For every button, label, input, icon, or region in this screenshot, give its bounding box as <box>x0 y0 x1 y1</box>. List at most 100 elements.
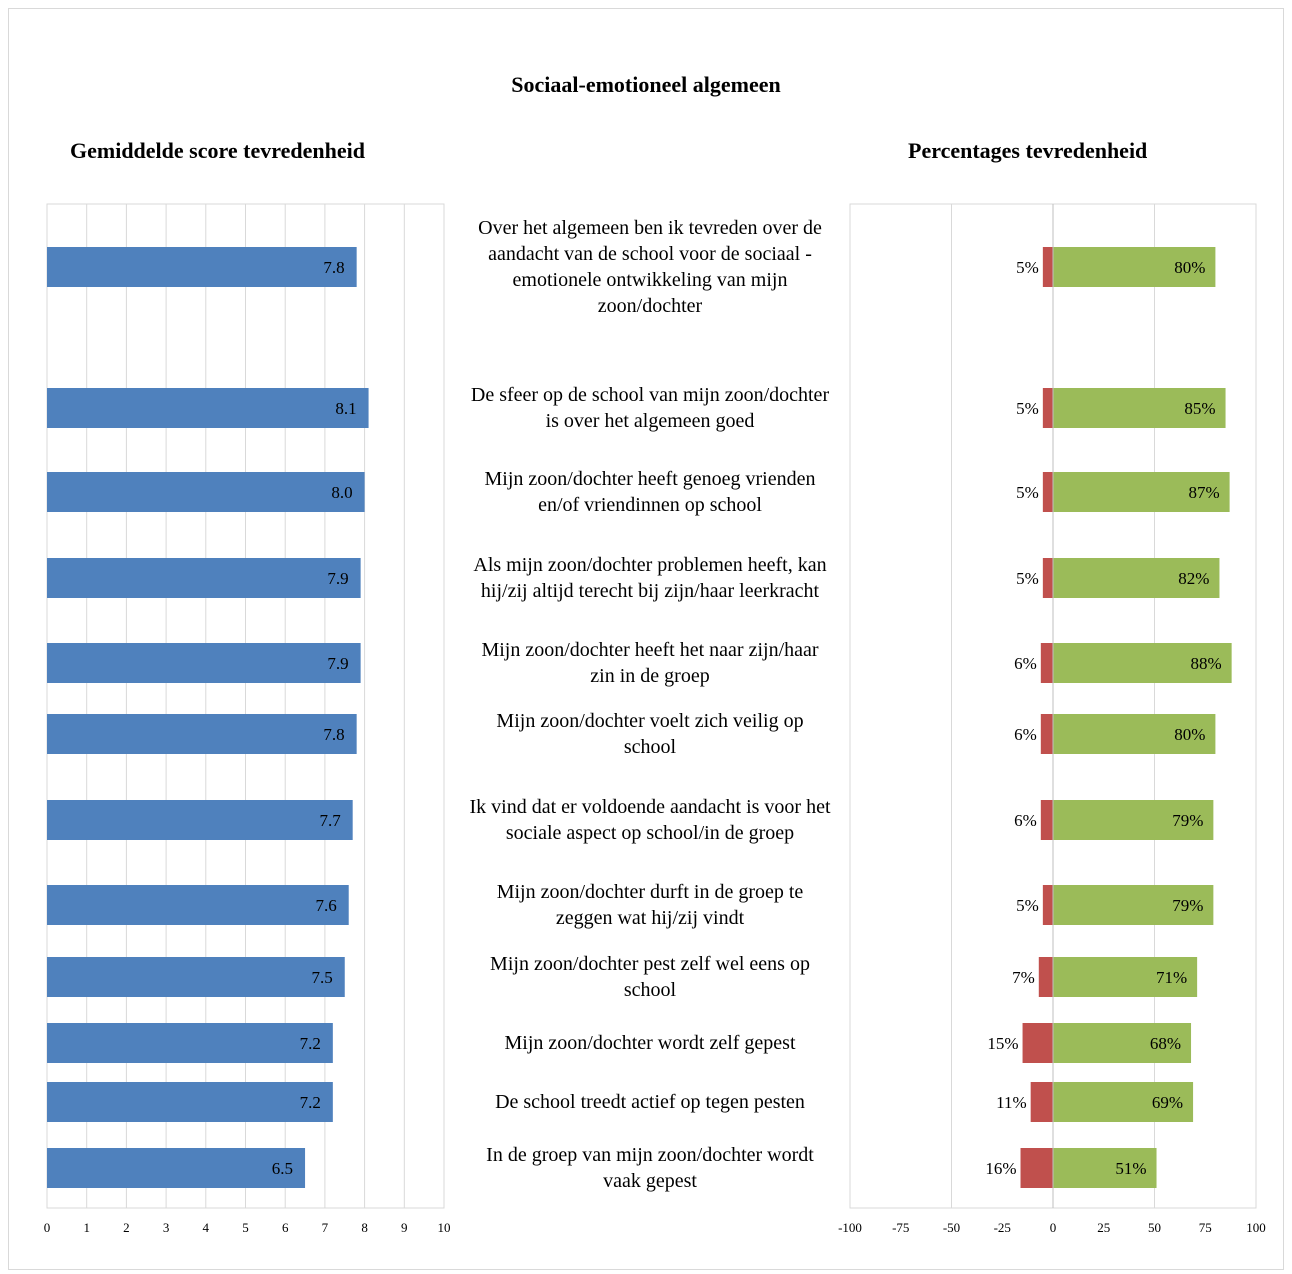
score-bar <box>47 714 357 754</box>
score-data-label: 7.8 <box>323 725 344 744</box>
negative-bar <box>1022 1023 1053 1063</box>
score-bar <box>47 643 361 683</box>
positive-data-label: 79% <box>1172 811 1203 830</box>
question-label: Ik vind dat er voldoende aandacht is voo… <box>469 796 831 844</box>
score-bar <box>47 1148 306 1188</box>
score-bar <box>47 388 369 428</box>
score-bar <box>47 558 361 598</box>
negative-data-label: 5% <box>1016 399 1039 418</box>
negative-data-label: 6% <box>1014 654 1037 673</box>
positive-data-label: 69% <box>1152 1093 1183 1112</box>
question-label: In de groep van mijn zoon/dochter wordt … <box>486 1144 814 1192</box>
score-bar <box>47 1023 333 1063</box>
positive-data-label: 85% <box>1184 399 1215 418</box>
x-tick-label: -75 <box>892 1220 909 1235</box>
score-bar <box>47 247 357 287</box>
negative-data-label: 5% <box>1016 896 1039 915</box>
x-tick-label: 4 <box>203 1220 210 1235</box>
x-tick-label: 1 <box>83 1220 90 1235</box>
positive-bar <box>1053 643 1232 683</box>
positive-bar <box>1053 957 1198 997</box>
score-data-label: 7.2 <box>300 1093 321 1112</box>
negative-bar <box>1038 957 1053 997</box>
question-label: Als mijn zoon/dochter problemen heeft, k… <box>473 554 827 602</box>
x-tick-label: 2 <box>123 1220 130 1235</box>
x-tick-label: 8 <box>361 1220 368 1235</box>
score-data-label: 7.6 <box>315 896 336 915</box>
positive-data-label: 87% <box>1188 483 1219 502</box>
score-data-label: 7.7 <box>319 811 341 830</box>
positive-data-label: 51% <box>1115 1159 1146 1178</box>
question-label: Mijn zoon/dochter heeft het naar zijn/ha… <box>481 639 819 687</box>
question-label: Mijn zoon/dochter heeft genoeg vrienden … <box>484 468 816 516</box>
negative-data-label: 11% <box>996 1093 1027 1112</box>
negative-data-label: 16% <box>985 1159 1016 1178</box>
positive-bar <box>1053 885 1214 925</box>
negative-data-label: 15% <box>987 1034 1018 1053</box>
x-tick-label: 3 <box>163 1220 170 1235</box>
positive-bar <box>1053 247 1216 287</box>
negative-data-label: 6% <box>1014 811 1037 830</box>
x-tick-label: -100 <box>838 1220 862 1235</box>
positive-data-label: 80% <box>1174 725 1205 744</box>
score-bar <box>47 800 353 840</box>
negative-bar <box>1042 472 1053 512</box>
score-bar <box>47 1082 333 1122</box>
positive-bar <box>1053 472 1230 512</box>
positive-bar <box>1053 1023 1192 1063</box>
x-tick-label: 0 <box>1050 1220 1057 1235</box>
score-data-label: 7.9 <box>327 569 348 588</box>
x-tick-label: 10 <box>438 1220 451 1235</box>
positive-bar <box>1053 558 1220 598</box>
question-label: Mijn zoon/dochter wordt zelf gepest <box>504 1032 796 1054</box>
negative-bar <box>1042 388 1053 428</box>
x-tick-label: 9 <box>401 1220 408 1235</box>
positive-bar <box>1053 1148 1157 1188</box>
score-data-label: 8.0 <box>331 483 352 502</box>
negative-data-label: 5% <box>1016 483 1039 502</box>
positive-data-label: 88% <box>1190 654 1221 673</box>
positive-bar <box>1053 714 1216 754</box>
x-tick-label: 5 <box>242 1220 249 1235</box>
negative-bar <box>1040 714 1053 754</box>
negative-data-label: 5% <box>1016 258 1039 277</box>
x-tick-label: 0 <box>44 1220 51 1235</box>
negative-bar <box>1042 885 1053 925</box>
negative-data-label: 6% <box>1014 725 1037 744</box>
x-tick-label: -25 <box>994 1220 1011 1235</box>
score-data-label: 8.1 <box>335 399 356 418</box>
positive-bar <box>1053 388 1226 428</box>
x-tick-label: 75 <box>1199 1220 1212 1235</box>
positive-data-label: 68% <box>1150 1034 1181 1053</box>
question-label: Mijn zoon/dochter durft in de groep te z… <box>496 881 804 929</box>
score-data-label: 7.2 <box>300 1034 321 1053</box>
right-chart-title: Percentages tevredenheid <box>908 138 1148 163</box>
positive-bar <box>1053 1082 1194 1122</box>
score-bar <box>47 885 349 925</box>
positive-bar <box>1053 800 1214 840</box>
score-bar <box>47 957 345 997</box>
left-chart-title: Gemiddelde score tevredenheid <box>70 138 365 163</box>
score-data-label: 7.5 <box>312 968 333 987</box>
positive-data-label: 71% <box>1156 968 1187 987</box>
positive-data-label: 80% <box>1174 258 1205 277</box>
question-label: De school treedt actief op tegen pesten <box>495 1091 805 1113</box>
positive-data-label: 79% <box>1172 896 1203 915</box>
negative-data-label: 7% <box>1012 968 1035 987</box>
negative-bar <box>1040 643 1053 683</box>
question-label: Mijn zoon/dochter voelt zich veilig op s… <box>496 710 804 758</box>
x-tick-label: 100 <box>1246 1220 1266 1235</box>
negative-bar <box>1042 558 1053 598</box>
x-tick-label: -50 <box>943 1220 960 1235</box>
chart-title: Sociaal-emotioneel algemeen <box>511 72 781 97</box>
negative-bar <box>1030 1082 1053 1122</box>
question-label: Mijn zoon/dochter pest zelf wel eens op … <box>490 953 810 1001</box>
question-label: Over het algemeen ben ik tevreden over d… <box>478 217 822 317</box>
negative-bar <box>1020 1148 1053 1188</box>
x-tick-label: 7 <box>322 1220 329 1235</box>
x-tick-label: 25 <box>1097 1220 1110 1235</box>
question-label: De sfeer op de school van mijn zoon/doch… <box>470 384 830 432</box>
score-bar <box>47 472 365 512</box>
